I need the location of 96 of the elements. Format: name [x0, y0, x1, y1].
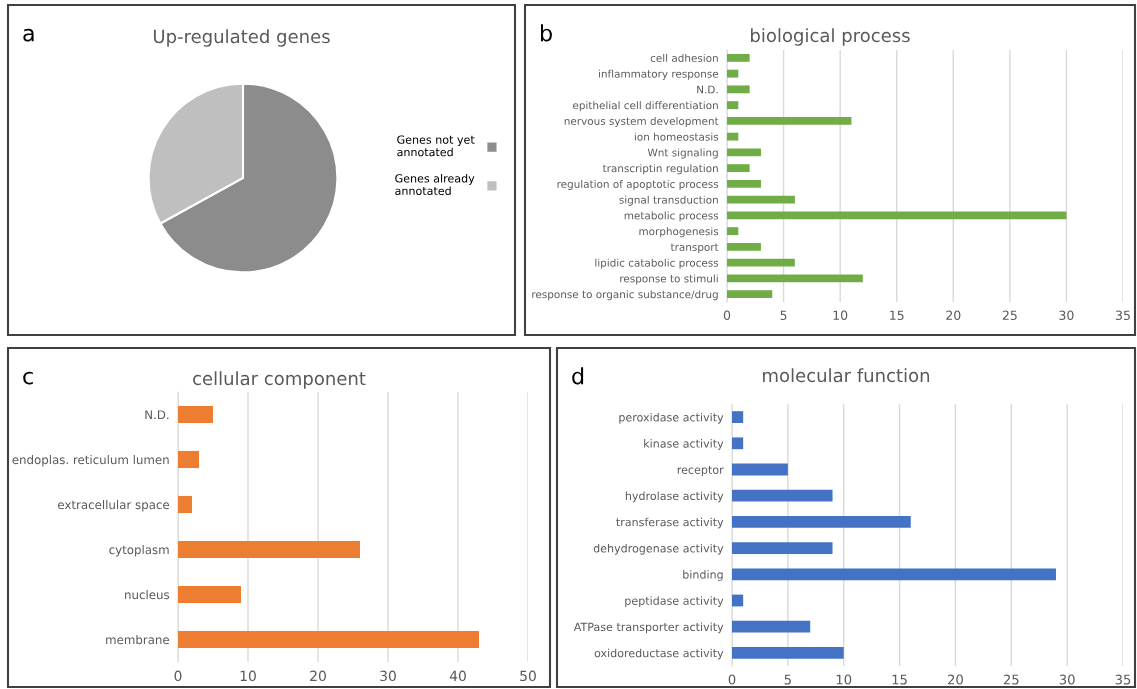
y-tick-label: inflammatory response [599, 69, 719, 80]
bar [727, 258, 795, 267]
bar [178, 495, 192, 514]
bar [727, 274, 863, 283]
y-tick-label: metabolic process [624, 211, 719, 222]
bar [732, 647, 844, 659]
bar [727, 164, 750, 173]
bar [732, 568, 1056, 581]
y-tick-label: nucleus [125, 590, 170, 600]
x-tick-label: 30 [380, 670, 396, 682]
chart-title: molecular function [763, 368, 930, 383]
y-tick-label: nervous system development [564, 116, 719, 127]
y-tick-label: lipidic catabolic process [595, 258, 719, 269]
bar [727, 101, 739, 110]
bar [732, 542, 833, 554]
y-tick-label: N.D. [697, 85, 718, 94]
y-tick-label: dehydrogenase activity [593, 543, 724, 555]
y-tick-label: regulation of apoptotic process [557, 179, 719, 190]
bar [727, 53, 750, 62]
bar [727, 132, 739, 141]
text: a [23, 28, 34, 42]
y-tick-label: transport [670, 243, 719, 253]
bar [732, 411, 744, 423]
y-tick-label: transferase activity [616, 517, 724, 529]
y-tick-label: response to organic substance/drug [532, 290, 718, 301]
y-tick-label: binding [683, 570, 723, 581]
bar [732, 489, 833, 502]
legend-label: Genes already annotated [395, 173, 475, 196]
x-tick-label: 20 [310, 670, 326, 682]
y-tick-label: hydrolase activity [625, 491, 724, 503]
y-tick-label: response to stimuli [620, 274, 718, 285]
y-tick-label: extracellular space [58, 500, 170, 512]
x-tick-label: 20 [948, 674, 963, 685]
bar [178, 585, 241, 604]
text: b [541, 24, 552, 42]
x-tick-label: 0 [723, 310, 731, 321]
bar [732, 437, 744, 450]
bar [727, 227, 739, 236]
bar [727, 195, 795, 204]
x-tick-label: 35 [1115, 674, 1131, 685]
y-tick-label: peptidase activity [625, 596, 724, 608]
x-tick-label: 0 [174, 670, 182, 682]
bar [732, 463, 788, 476]
bar [732, 516, 911, 528]
chart-title: biological process [751, 28, 910, 46]
bar [178, 450, 199, 469]
x-tick-label: 15 [892, 674, 907, 685]
x-tick-label: 25 [1003, 674, 1019, 685]
bar [178, 630, 479, 649]
x-tick-label: 10 [833, 310, 848, 321]
y-tick-label: epithelial cell differentiation [573, 101, 718, 112]
bar [732, 620, 811, 633]
y-tick-label: transcriptin regulation [602, 164, 718, 175]
y-tick-label: peroxidase activity [619, 412, 724, 424]
x-tick-label: 25 [1002, 310, 1017, 321]
y-tick-label: endoplas. reticulum lumen [12, 455, 169, 467]
y-tick-label: ATPase transporter activity [573, 622, 724, 634]
bar [732, 594, 744, 607]
y-tick-label: morphogenesis [639, 227, 719, 238]
bar [727, 290, 773, 299]
y-tick-label: ion homeostasis [634, 132, 719, 141]
bar [178, 540, 360, 559]
x-tick-label: 30 [1059, 310, 1074, 321]
x-tick-label: 15 [890, 310, 904, 321]
bar [178, 405, 213, 424]
x-tick-label: 40 [449, 670, 466, 682]
chart-title: Up-regulated genes [153, 29, 330, 47]
x-tick-label: 5 [784, 674, 791, 685]
y-tick-label: N.D. [145, 410, 169, 419]
x-tick-label: 5 [780, 310, 787, 321]
y-tick-label: membrane [106, 635, 170, 645]
x-tick-label: 10 [240, 670, 256, 682]
y-tick-label: receptor [677, 465, 724, 477]
bar [727, 69, 739, 78]
x-tick-label: 35 [1116, 310, 1130, 321]
y-tick-label: cell adhesion [650, 53, 718, 62]
x-tick-label: 0 [728, 674, 736, 685]
bar [727, 179, 761, 188]
bar [727, 116, 852, 125]
x-tick-label: 10 [836, 674, 852, 685]
bar [727, 148, 761, 157]
y-tick-label: oxidoreductase activity [594, 648, 724, 660]
text: c [23, 371, 33, 385]
bar [727, 242, 761, 251]
text: d [572, 367, 584, 385]
x-tick-label: 30 [1059, 674, 1075, 685]
bar [727, 85, 750, 94]
y-tick-label: signal transduction [619, 195, 718, 206]
chart-title: cellular component [193, 371, 366, 389]
bar [727, 211, 1067, 220]
x-tick-label: 50 [520, 670, 536, 682]
x-tick-label: 20 [946, 310, 961, 321]
y-tick-label: kinase activity [644, 439, 724, 450]
y-tick-label: Wnt signaling [647, 148, 718, 159]
legend-label: Genes not yet annotated [397, 135, 475, 157]
y-tick-label: cytoplasm [109, 545, 169, 557]
